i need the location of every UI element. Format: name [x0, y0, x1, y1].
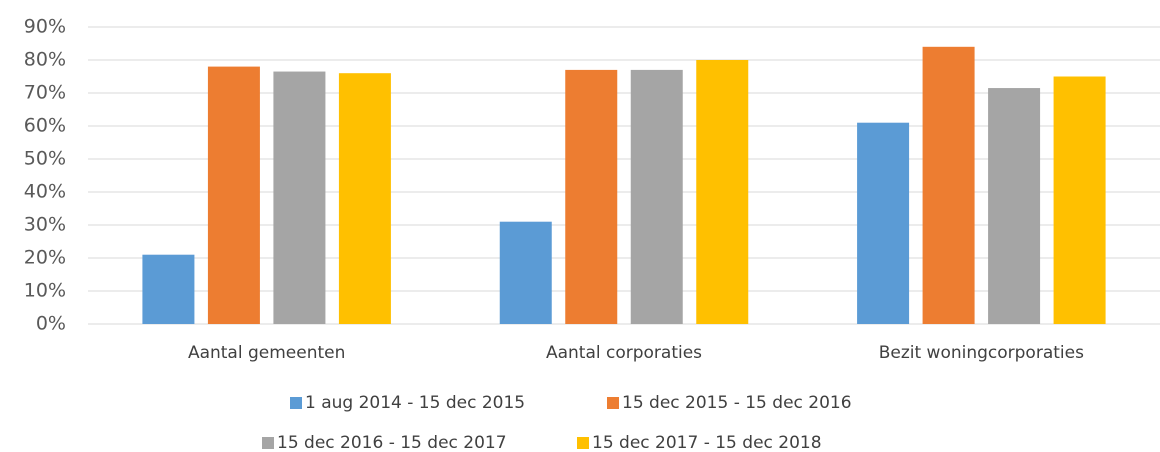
x-tick-label: Aantal corporaties	[546, 343, 702, 363]
y-tick-label: 30%	[24, 214, 66, 236]
legend-label: 15 dec 2017 - 15 dec 2018	[592, 433, 822, 452]
legend-swatch	[607, 397, 619, 409]
bar	[988, 88, 1041, 324]
legend-label: 15 dec 2015 - 15 dec 2016	[622, 393, 852, 413]
bar	[1053, 76, 1106, 324]
y-tick-label: 50%	[24, 148, 66, 170]
bar	[922, 46, 975, 325]
legend-swatch	[577, 437, 589, 449]
legend-label: 15 dec 2016 - 15 dec 2017	[277, 433, 507, 452]
y-tick-label: 0%	[36, 313, 66, 335]
legend-label: 1 aug 2014 - 15 dec 2015	[305, 393, 525, 413]
y-tick-label: 40%	[24, 181, 66, 203]
x-tick-label: Bezit woningcorporaties	[879, 343, 1084, 363]
y-tick-label: 90%	[24, 16, 66, 38]
legend-swatch	[262, 437, 274, 449]
bar	[142, 254, 195, 324]
bar	[630, 69, 683, 325]
y-tick-label: 80%	[24, 49, 66, 71]
y-tick-label: 10%	[24, 280, 66, 302]
y-tick-label: 60%	[24, 115, 66, 137]
bar	[499, 221, 552, 324]
y-tick-label: 20%	[24, 247, 66, 269]
bar	[273, 71, 326, 324]
x-tick-label: Aantal gemeenten	[188, 343, 345, 363]
bar	[338, 73, 391, 324]
bar	[565, 69, 618, 325]
legend-swatch	[290, 397, 302, 409]
bar	[207, 66, 260, 324]
bar	[857, 122, 910, 324]
bar	[696, 60, 749, 324]
y-tick-label: 70%	[24, 82, 66, 104]
